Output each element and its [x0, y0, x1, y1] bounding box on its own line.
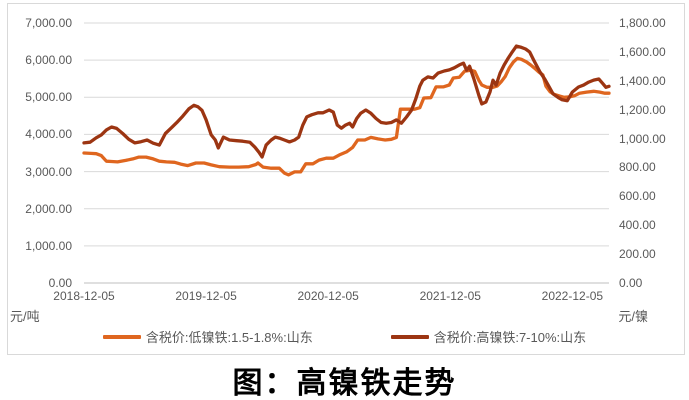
y-axis-tick-label-right: 1,000.00: [619, 131, 666, 146]
series-line-low-nickel: [82, 56, 611, 177]
chart-title: 图：高镍铁走势: [232, 367, 457, 400]
legend-item-low-nickel[interactable]: 含税价:低镍铁:1.5-1.8%:山东: [102, 327, 313, 346]
x-axis-tick-label: 2019-12-05: [175, 289, 237, 303]
chart-frame: [7, 3, 685, 355]
y-axis-tick-label-right: 0.00: [619, 276, 643, 290]
y-axis-tick-label-left: 6,000.00: [25, 53, 72, 68]
y-axis-tick-label-left: 0.00: [48, 276, 72, 290]
x-axis-tick-label: 2020-12-05: [297, 289, 359, 303]
x-axis-tick-label: 2018-12-05: [53, 289, 115, 303]
y-axis-tick-label-left: 5,000.00: [25, 90, 72, 105]
y-axis-tick-label-right: 1,600.00: [619, 44, 666, 59]
low-nickel-line-swatch: [102, 334, 141, 339]
y-axis-tick-label-right: 400.00: [619, 218, 656, 233]
high-nickel-line-swatch: [390, 334, 429, 339]
y-axis-tick-label-left: 2,000.00: [25, 201, 72, 216]
y-axis-tick-label-right: 1,200.00: [619, 102, 666, 117]
y-axis-tick-label-left: 3,000.00: [25, 164, 72, 179]
y-axis-tick-label-right: 800.00: [619, 160, 656, 175]
right-axis-unit-label: 元/镍: [618, 309, 648, 324]
x-axis-tick-label: 2021-12-05: [419, 289, 481, 303]
y-axis-tick-label-right: 600.00: [619, 189, 656, 204]
y-axis-tick-label-right: 1,400.00: [619, 73, 666, 88]
legend: 含税价:低镍铁:1.5-1.8%:山东 含税价:高镍铁:7-10%:山东: [0, 327, 689, 346]
legend-label-high-nickel: 含税价:高镍铁:7-10%:山东: [433, 330, 587, 345]
y-axis-tick-label-right: 200.00: [619, 247, 656, 262]
y-axis-tick-label-left: 7,000.00: [25, 16, 72, 30]
left-axis-unit-label: 元/吨: [10, 309, 40, 324]
x-axis-tick-label: 2022-12-05: [541, 289, 604, 303]
legend-item-high-nickel[interactable]: 含税价:高镍铁:7-10%:山东: [390, 327, 587, 346]
y-axis-tick-label-right: 1,800.00: [619, 16, 666, 30]
legend-label-low-nickel: 含税价:低镍铁:1.5-1.8%:山东: [145, 330, 313, 345]
y-axis-tick-label-left: 1,000.00: [25, 238, 72, 253]
y-axis-tick-label-left: 4,000.00: [25, 127, 72, 142]
series-line-high-nickel: [82, 44, 611, 159]
